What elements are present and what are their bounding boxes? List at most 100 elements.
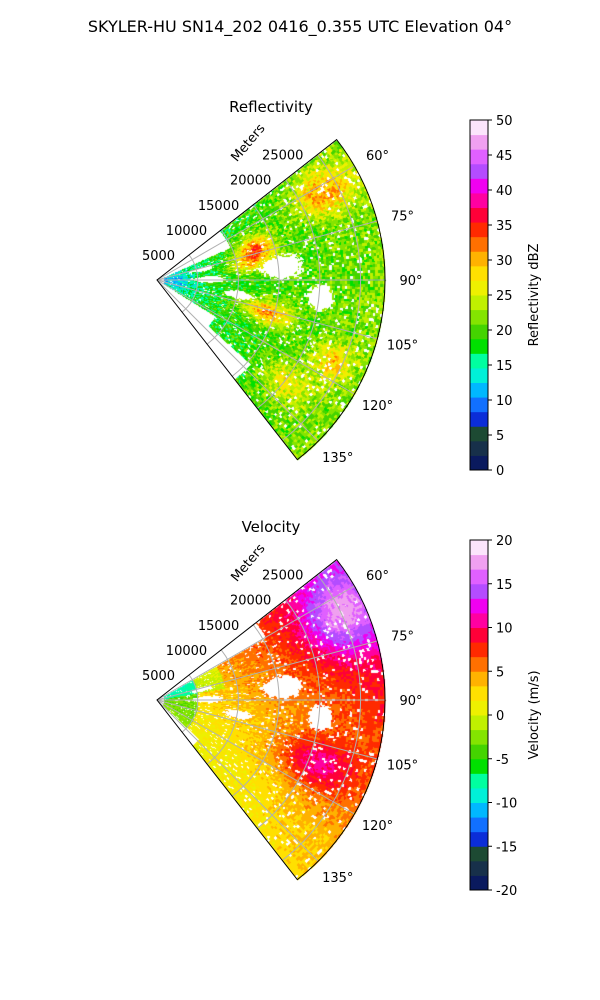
colorbar-tick-label: 20 bbox=[496, 534, 513, 549]
colorbar-segment bbox=[470, 715, 488, 731]
colorbar-segment bbox=[470, 149, 488, 165]
colorbar-segment bbox=[470, 207, 488, 223]
colorbar-tick-label: 15 bbox=[496, 359, 513, 374]
colorbar-tick-label: -10 bbox=[496, 797, 517, 812]
colorbar-tick-label: 40 bbox=[496, 184, 513, 199]
colorbar-segment bbox=[470, 744, 488, 760]
colorbar-segment bbox=[470, 787, 488, 803]
colorbar-tick-label: 45 bbox=[496, 149, 513, 164]
radial-tick-label: 15000 bbox=[198, 619, 239, 634]
radial-tick-label: 5000 bbox=[142, 669, 175, 684]
range-ring-15000 bbox=[231, 204, 280, 377]
range-ring-25000 bbox=[282, 154, 362, 441]
colorbar-tick-label: 35 bbox=[496, 219, 513, 234]
azimuth-tick-label: 75° bbox=[391, 209, 414, 224]
colorbar-segment bbox=[470, 134, 488, 150]
range-ring-5000 bbox=[181, 674, 199, 733]
colorbar-segment bbox=[470, 817, 488, 833]
azimuth-tick-label: 90° bbox=[399, 274, 422, 289]
colorbar-tick-label: 10 bbox=[496, 394, 513, 409]
azimuth-gridline-75 bbox=[156, 640, 378, 701]
colorbar-segment bbox=[470, 280, 488, 296]
range-ring-10000 bbox=[206, 229, 239, 345]
azimuth-tick-label: 105° bbox=[387, 339, 418, 354]
colorbar-tick-label: 5 bbox=[496, 665, 504, 680]
colorbar-segment bbox=[470, 627, 488, 643]
colorbar-segment bbox=[470, 875, 488, 891]
azimuth-tick-label: 75° bbox=[391, 629, 414, 644]
azimuth-gridline-135 bbox=[156, 699, 319, 862]
colorbar-segment bbox=[470, 758, 488, 774]
colorbar-segment bbox=[470, 685, 488, 701]
colorbar-tick-label: -15 bbox=[496, 840, 517, 855]
azimuth-gridline-135 bbox=[156, 279, 319, 442]
colorbar-segment bbox=[470, 411, 488, 427]
colorbar-segment bbox=[470, 251, 488, 267]
azimuth-tick-label: 120° bbox=[362, 399, 393, 414]
azimuth-tick-label: 135° bbox=[322, 451, 353, 466]
radial-tick-label: 25000 bbox=[262, 149, 303, 164]
colorbar-segment bbox=[470, 367, 488, 383]
azimuth-tick-label: 120° bbox=[362, 819, 393, 834]
colorbar-tick-label: 0 bbox=[496, 464, 504, 479]
azimuth-gridline-60 bbox=[156, 585, 355, 701]
colorbar-segment bbox=[470, 163, 488, 179]
colorbar-segment bbox=[470, 338, 488, 354]
colorbar-segment bbox=[470, 309, 488, 325]
colorbar-segment bbox=[470, 455, 488, 471]
colorbar-segment bbox=[470, 222, 488, 238]
colorbar-segment bbox=[470, 426, 488, 442]
colorbar-segment bbox=[470, 324, 488, 340]
colorbar-tick-label: 50 bbox=[496, 114, 513, 129]
colorbar-segment bbox=[470, 192, 488, 208]
colorbar-tick-label: 10 bbox=[496, 622, 513, 637]
radial-tick-label: 15000 bbox=[198, 199, 239, 214]
colorbar-segment bbox=[470, 671, 488, 687]
radial-tick-label: 10000 bbox=[166, 224, 207, 239]
colorbar-segment bbox=[470, 236, 488, 252]
azimuth-gridline-120 bbox=[156, 279, 355, 395]
colorbar-segment bbox=[470, 583, 488, 599]
colorbar-segment bbox=[470, 598, 488, 614]
range-ring-5000 bbox=[181, 254, 199, 313]
colorbar-segment bbox=[470, 860, 488, 876]
colorbar-segment bbox=[470, 831, 488, 847]
colorbar-segment bbox=[470, 397, 488, 413]
radial-tick-label: 10000 bbox=[166, 644, 207, 659]
azimuth-tick-label: 105° bbox=[387, 759, 418, 774]
colorbar-tick-label: 15 bbox=[496, 578, 513, 593]
colorbar-tick-label: 0 bbox=[496, 709, 504, 724]
colorbar-segment bbox=[470, 353, 488, 369]
colorbar-segment bbox=[470, 569, 488, 585]
range-ring-20000 bbox=[256, 179, 321, 409]
velocity-panel: 5000 10000 15000 20000 25000 60° 75° 90° 105° 120… bbox=[142, 467, 542, 933]
panel-title: Velocity bbox=[242, 518, 301, 536]
panel-title: Reflectivity bbox=[229, 98, 313, 116]
colorbar-segment bbox=[470, 846, 488, 862]
colorbar-tick-label: 25 bbox=[496, 289, 513, 304]
colorbar-segment bbox=[470, 540, 488, 556]
colorbar-segment bbox=[470, 773, 488, 789]
colorbar-segment bbox=[470, 656, 488, 672]
azimuth-gridline-75 bbox=[156, 220, 378, 281]
azimuth-gridline-105 bbox=[156, 279, 378, 340]
sector-frame bbox=[156, 558, 386, 881]
colorbar-segment bbox=[470, 120, 488, 136]
radial-tick-label: 5000 bbox=[142, 249, 175, 264]
colorbar-segment bbox=[470, 642, 488, 658]
range-ring-15000 bbox=[231, 624, 280, 797]
colorbar-tick-label: -20 bbox=[496, 884, 517, 899]
range-ring-25000 bbox=[282, 574, 362, 861]
range-ring-10000 bbox=[206, 649, 239, 765]
radial-tick-label: 20000 bbox=[230, 594, 271, 609]
radial-tick-label: 20000 bbox=[230, 174, 271, 189]
azimuth-tick-label: 135° bbox=[322, 871, 353, 886]
sector-frame bbox=[156, 138, 386, 461]
reflectivity-panel: 5000 10000 15000 20000 25000 60° 75° 90° 105° 120… bbox=[142, 47, 542, 513]
colorbar-segment bbox=[470, 729, 488, 745]
colorbar-tick-label: 20 bbox=[496, 324, 513, 339]
azimuth-tick-label: 90° bbox=[399, 694, 422, 709]
colorbar-segment bbox=[470, 612, 488, 628]
colorbar-segment bbox=[470, 440, 488, 456]
